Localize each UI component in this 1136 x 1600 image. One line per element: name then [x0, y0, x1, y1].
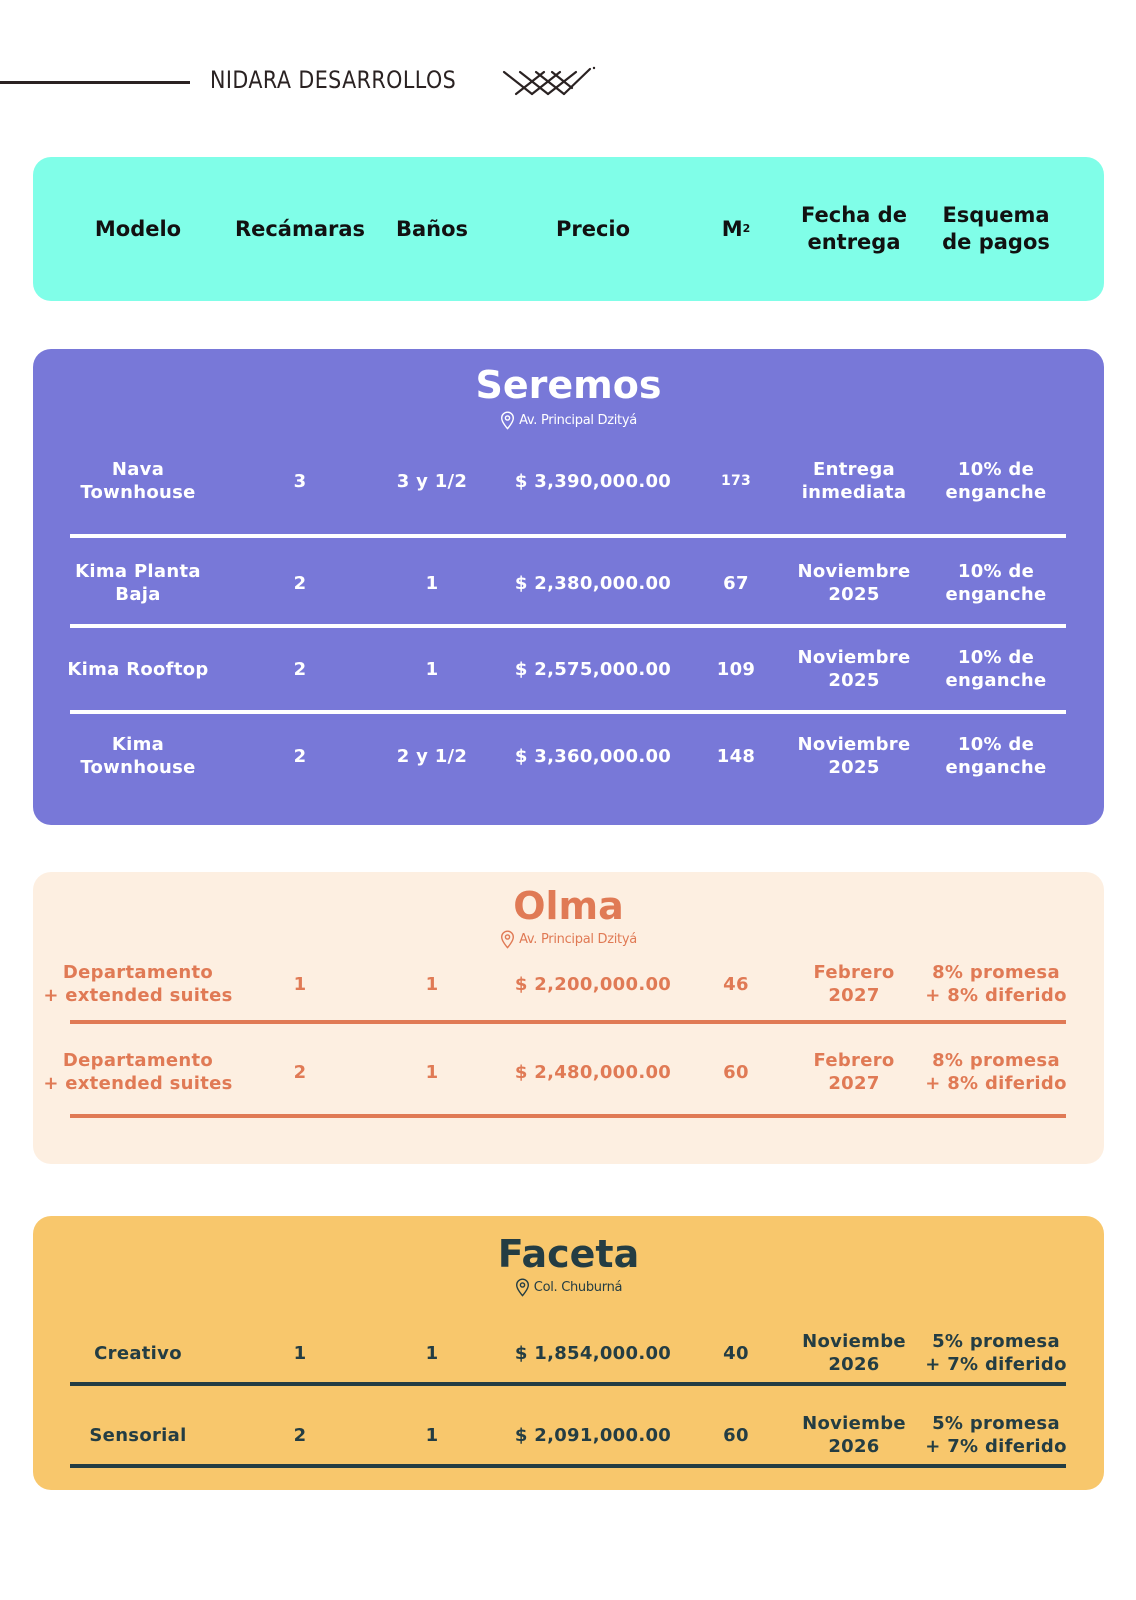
- olma-location: Av. Principal Dzityá: [33, 930, 1104, 949]
- table-row: Nava Townhouse 3 3 y 1/2 $ 3,390,000.00 1…: [80, 459, 1047, 503]
- brand-name: NIDARA DESARROLLOS: [210, 66, 457, 94]
- olma-card: Olma Av. Principal Dzityá Departamento + …: [33, 872, 1104, 1164]
- seremos-location: Av. Principal Dzityá: [33, 411, 1104, 430]
- table-row: Kima Rooftop 2 1 $ 2,575,000.00 109 Novi…: [67, 647, 1047, 691]
- table-row: Kima Townhouse 2 2 y 1/2 $ 3,360,000.00 1…: [80, 734, 1047, 778]
- location-pin-icon: [515, 1278, 529, 1297]
- location-pin-icon: [501, 411, 515, 430]
- seremos-card: Seremos Av. Principal Dzityá Nava Townhou…: [33, 349, 1104, 825]
- table-row: Departamento + extended suites 1 1 $ 2,20…: [43, 962, 1067, 1006]
- row-divider: [70, 534, 1066, 538]
- col-header-recamaras: Recámaras: [234, 216, 366, 241]
- col-header-esquema-pagos: Esquema de pagos: [942, 203, 1050, 254]
- row-divider: [70, 1114, 1066, 1118]
- brand-divider-line: [0, 81, 190, 84]
- col-header-precio: Precio: [555, 216, 631, 241]
- seremos-title: Seremos: [475, 363, 662, 407]
- row-divider: [70, 624, 1066, 628]
- row-divider: [70, 1464, 1066, 1468]
- row-divider: [70, 710, 1066, 714]
- faceta-location: Col. Chuburná: [33, 1278, 1104, 1297]
- table-row: Kima Planta Baja 2 1 $ 2,380,000.00 67 No…: [75, 561, 1047, 605]
- table-row: Departamento + extended suites 2 1 $ 2,48…: [43, 1050, 1067, 1094]
- table-row: Creativo 1 1 $ 1,854,000.00 40 Noviembe 2…: [94, 1331, 1067, 1375]
- row-divider: [70, 1020, 1066, 1024]
- faceta-card: Faceta Col. Chuburná Creativo 1 1 $ 1,85…: [33, 1216, 1104, 1490]
- olma-title: Olma: [513, 884, 624, 928]
- brand-logo-icon: [502, 66, 596, 96]
- col-header-fecha-entrega: Fecha de entrega: [801, 203, 907, 254]
- col-header-banos: Baños: [395, 216, 469, 241]
- row-divider: [70, 1382, 1066, 1386]
- col-header-modelo: Modelo: [94, 216, 182, 241]
- table-row: Sensorial 2 1 $ 2,091,000.00 60 Noviembe…: [89, 1413, 1067, 1457]
- location-pin-icon: [501, 930, 515, 949]
- faceta-title: Faceta: [497, 1232, 640, 1276]
